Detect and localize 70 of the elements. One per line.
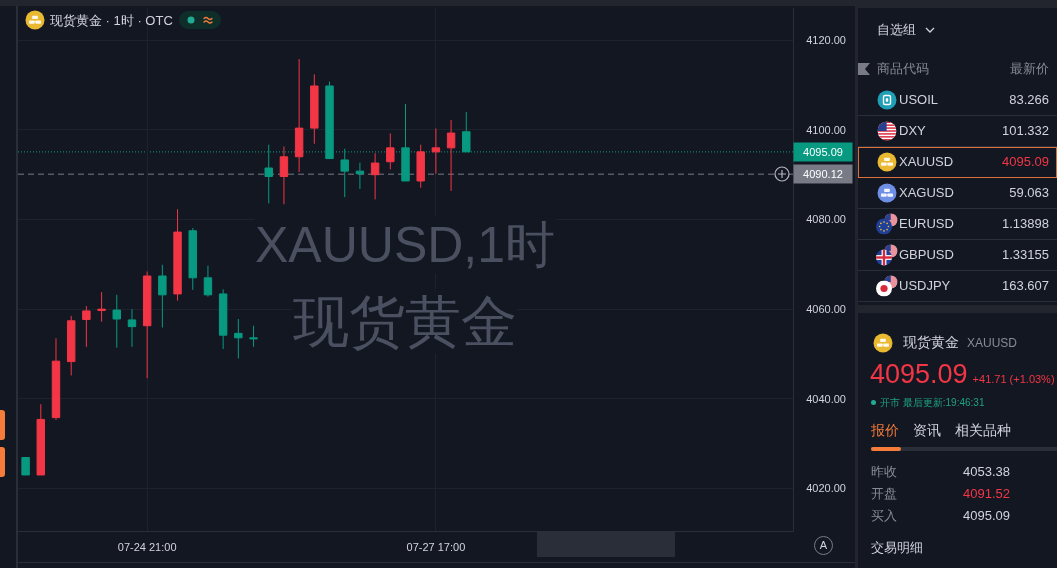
candlestick bbox=[21, 457, 30, 476]
candlestick bbox=[446, 119, 456, 192]
candlestick bbox=[416, 144, 425, 189]
candlestick bbox=[294, 58, 304, 173]
annotation: XAUUSD,1时 bbox=[255, 217, 556, 273]
text: 1.33155 bbox=[1002, 246, 1049, 264]
text: 自选组 bbox=[877, 21, 916, 39]
text: 4095.09 bbox=[963, 507, 1010, 525]
y-tick-label: 4080.00 bbox=[806, 213, 846, 226]
text: GBPUSD bbox=[899, 246, 954, 264]
candlestick bbox=[82, 305, 91, 348]
text: 1.13898 bbox=[1002, 215, 1049, 233]
chart-title: 现货黄金 · 1时 · OTC bbox=[50, 12, 173, 28]
text: 4053.38 bbox=[963, 463, 1010, 481]
candlestick bbox=[370, 152, 380, 200]
y-tick-label: 4060.00 bbox=[806, 303, 846, 316]
candlestick bbox=[173, 208, 182, 302]
text: 开盘 bbox=[871, 485, 897, 503]
candlestick bbox=[203, 265, 213, 298]
candlestick bbox=[188, 227, 197, 291]
text: XAGUSD bbox=[899, 184, 954, 202]
x-tick-label: 07-27 17:00 bbox=[406, 541, 466, 554]
candlestick bbox=[234, 318, 243, 359]
text: USOIL bbox=[899, 91, 939, 109]
candlestick bbox=[66, 315, 76, 376]
candlestick bbox=[112, 294, 121, 349]
annotation: 现货黄金 bbox=[293, 290, 517, 353]
candlestick bbox=[310, 73, 319, 145]
y-tick-label: 4040.00 bbox=[806, 392, 846, 405]
text: XAUUSD bbox=[967, 336, 1018, 350]
text: +41.71 (+1.03%) bbox=[972, 373, 1055, 385]
text: EURUSD bbox=[899, 215, 954, 233]
text: 开市 最后更新:19:46:31 bbox=[880, 396, 985, 410]
text: 现货黄金 bbox=[903, 334, 959, 352]
text: 商品代码 bbox=[877, 61, 929, 77]
candlestick bbox=[142, 271, 152, 379]
candlestick bbox=[127, 308, 137, 348]
candlestick bbox=[158, 264, 167, 329]
text: 59.063 bbox=[1009, 184, 1049, 202]
y-tick-label: 4100.00 bbox=[806, 123, 846, 136]
text: XAUUSD bbox=[899, 153, 954, 171]
y-tick-label: 4020.00 bbox=[806, 482, 846, 495]
text: 昨收 bbox=[871, 463, 897, 481]
ref-line-label: 4095.09 bbox=[803, 146, 843, 158]
text: DXY bbox=[899, 122, 926, 140]
text: 4095.09 bbox=[1002, 153, 1049, 171]
text: USDJPY bbox=[899, 277, 951, 295]
text: 买入 bbox=[871, 507, 897, 525]
candlestick bbox=[431, 128, 441, 175]
x-tick-label: 07-24 21:00 bbox=[117, 541, 177, 554]
candlestick bbox=[355, 162, 365, 190]
candlestick bbox=[279, 145, 289, 205]
candlestick bbox=[97, 291, 106, 323]
text: 4095.09 bbox=[870, 358, 968, 391]
text: 最新价 bbox=[1010, 61, 1049, 77]
text: 交易明细 bbox=[871, 539, 923, 557]
candlestick bbox=[51, 337, 61, 421]
y-tick-label: 4120.00 bbox=[806, 34, 846, 47]
text: 83.266 bbox=[1009, 91, 1049, 109]
candlestick bbox=[36, 403, 46, 476]
text: 报价 bbox=[871, 422, 899, 440]
text: 资讯 bbox=[913, 422, 941, 440]
text: 163.607 bbox=[1002, 277, 1049, 295]
ref-line-label: 4090.12 bbox=[803, 168, 843, 180]
candlestick bbox=[249, 325, 258, 348]
text: 相关品种 bbox=[955, 422, 1011, 440]
candlestick bbox=[386, 132, 395, 170]
text: 4091.52 bbox=[963, 485, 1010, 503]
text: 101.332 bbox=[1002, 122, 1049, 140]
candlestick bbox=[218, 288, 228, 350]
